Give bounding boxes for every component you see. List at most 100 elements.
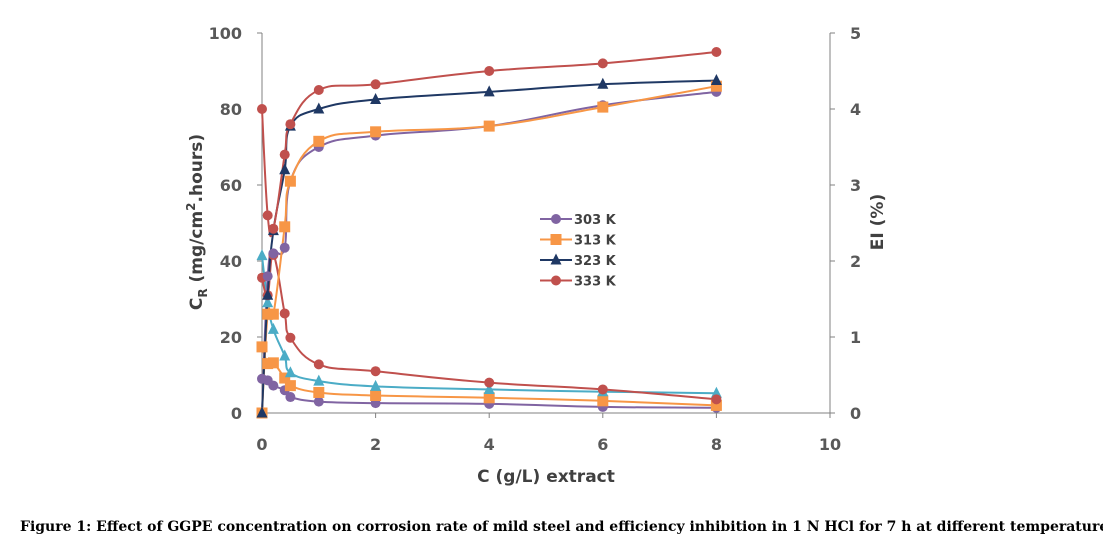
y-left-tick-label: 0: [231, 404, 242, 423]
cr-data-point: [256, 249, 268, 261]
ei-data-point: [597, 58, 608, 69]
ei-series-line: [261, 85, 717, 414]
ei-data-point: [268, 223, 279, 234]
cr-data-point: [597, 384, 608, 395]
x-tick-label: 8: [711, 435, 722, 454]
cr-data-point: [370, 366, 381, 377]
legend-label: 333 K: [574, 275, 617, 290]
y-left-tick-label: 100: [209, 24, 242, 43]
x-tick-label: 2: [370, 435, 381, 454]
y-left-label-rest: (mg/cm: [187, 211, 207, 289]
x-axis-label: C (g/L) extract: [477, 467, 615, 487]
ei-data-point: [710, 74, 722, 85]
cr-data-point: [484, 377, 495, 388]
ei-series-line: [261, 79, 717, 414]
ei-data-point: [313, 135, 325, 147]
cr-data-point: [262, 296, 274, 308]
ei-data-point: [279, 163, 291, 175]
cr-data-point: [313, 386, 325, 398]
cr-data-point: [279, 308, 290, 319]
ei-data-point: [279, 221, 291, 233]
ei-data-point: [262, 210, 273, 221]
cr-data-point: [285, 392, 296, 403]
legend-marker: [550, 234, 562, 245]
x-tick-label: 10: [819, 435, 841, 454]
cr-data-point: [710, 399, 722, 411]
cr-data-point: [370, 390, 382, 402]
cr-data-point: [267, 322, 279, 334]
ei-data-point: [370, 93, 382, 104]
x-tick-label: 6: [597, 435, 608, 454]
ei-data-point: [710, 80, 722, 92]
y-left-tick-label: 60: [220, 176, 242, 195]
series-lines: [261, 51, 717, 414]
ei-data-point: [597, 101, 609, 113]
ei-data-point: [262, 271, 273, 282]
legend: 303 K 313 K 323 K 333 K: [540, 213, 617, 290]
x-tick-label: 0: [256, 435, 267, 454]
ei-data-point: [284, 175, 296, 187]
ei-data-point: [483, 120, 495, 132]
cr-data-point: [279, 349, 291, 361]
ei-data-point: [313, 85, 324, 95]
y-left-tick-label: 40: [220, 252, 242, 271]
ei-data-point: [484, 66, 495, 76]
y-left-axis-label: CR (mg/cm2.hours): [184, 134, 210, 310]
ei-data-point: [267, 308, 279, 320]
y-right-tick-label: 4: [850, 100, 861, 119]
cr-data-point: [313, 374, 325, 386]
cr-data-point: [262, 358, 274, 370]
y-right-tick-label: 2: [850, 252, 861, 271]
ei-data-point: [285, 119, 296, 130]
cr-data-point: [284, 366, 296, 378]
y-right-tick-label: 1: [850, 328, 861, 347]
ei-series-line: [261, 90, 717, 414]
cr-series-line: [261, 255, 717, 395]
ei-data-point: [279, 242, 290, 253]
ei-data-point: [257, 104, 267, 114]
y-right-tick-label: 0: [850, 404, 861, 423]
ei-data-point: [370, 126, 382, 138]
ei-data-point: [279, 149, 290, 160]
legend-marker: [551, 214, 561, 224]
ei-data-point: [483, 85, 495, 97]
ei-data-point: [262, 308, 274, 320]
ei-series-line: [261, 51, 717, 238]
cr-data-point: [313, 359, 324, 370]
ei-data-point: [711, 47, 722, 57]
cr-data-point: [710, 386, 722, 398]
cr-data-point: [313, 396, 324, 407]
cr-data-point: [285, 332, 296, 343]
figure-caption: Figure 1: Effect of GGPE concentration o…: [20, 519, 1103, 535]
series-markers: [256, 47, 722, 419]
cr-data-point: [483, 392, 495, 404]
ei-data-point: [268, 248, 279, 259]
cr-data-point: [268, 380, 279, 391]
cr-data-point: [284, 380, 296, 392]
y-right-axis-label: EI (%): [868, 194, 888, 250]
y-right-tick-label: 5: [850, 24, 861, 43]
x-tick-label: 4: [484, 435, 495, 454]
cr-data-point: [597, 395, 609, 407]
legend-marker: [551, 275, 561, 286]
y-left-label-end: .hours): [187, 134, 207, 203]
cr-data-point: [267, 357, 279, 369]
ei-data-point: [256, 406, 268, 418]
legend-label: 313 K: [574, 234, 617, 249]
legend-label: 323 K: [574, 254, 617, 269]
legend-label: 303 K: [574, 213, 617, 228]
ei-data-point: [597, 77, 609, 89]
y-left-label-sup: 2: [184, 202, 198, 210]
cr-data-point: [256, 341, 268, 353]
ei-data-point: [262, 288, 274, 300]
y-left-label-sub: R: [196, 288, 210, 297]
ei-data-point: [370, 79, 381, 90]
y-left-tick-label: 20: [220, 328, 242, 347]
ei-data-point: [313, 102, 325, 114]
cr-data-point: [279, 372, 291, 384]
legend-marker: [550, 253, 562, 265]
y-left-tick-label: 80: [220, 100, 242, 119]
cr-data-point: [483, 382, 495, 394]
